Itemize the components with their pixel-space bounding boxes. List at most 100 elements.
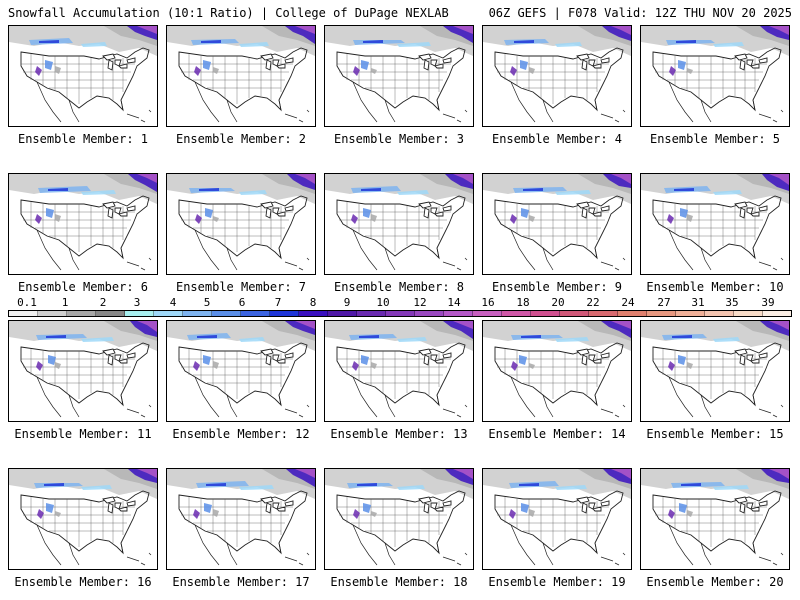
member-label: Ensemble Member: 9 bbox=[491, 280, 623, 294]
member-label: Ensemble Member: 10 bbox=[646, 280, 784, 294]
colorbar-swatch bbox=[647, 311, 676, 316]
colorbar-swatch bbox=[589, 311, 618, 316]
map-panel bbox=[166, 320, 316, 422]
snowfall-map bbox=[325, 174, 473, 271]
colorbar-label: 35 bbox=[725, 296, 739, 309]
header: Snowfall Accumulation (10:1 Ratio) | Col… bbox=[8, 5, 792, 21]
snowfall-map bbox=[325, 26, 473, 123]
map-panel bbox=[640, 320, 790, 422]
member-label: Ensemble Member: 16 bbox=[14, 575, 152, 589]
snowfall-map bbox=[483, 174, 631, 271]
snowfall-map bbox=[167, 321, 315, 418]
map-panel bbox=[8, 25, 158, 127]
colorbar-swatch bbox=[125, 311, 154, 316]
member-label: Ensemble Member: 5 bbox=[649, 132, 781, 146]
member-label: Ensemble Member: 20 bbox=[646, 575, 784, 589]
snowfall-map bbox=[641, 321, 789, 418]
colorbar-swatch bbox=[9, 311, 38, 316]
map-panel bbox=[166, 468, 316, 570]
snowfall-map bbox=[167, 26, 315, 123]
colorbar-label: 31 bbox=[691, 296, 705, 309]
colorbar-label: 24 bbox=[621, 296, 635, 309]
colorbar-label: 7 bbox=[274, 296, 282, 309]
map-panel bbox=[482, 173, 632, 275]
colorbar-swatch bbox=[299, 311, 328, 316]
member-label: Ensemble Member: 14 bbox=[488, 427, 626, 441]
colorbar-swatch bbox=[705, 311, 734, 316]
colorbar-swatch bbox=[38, 311, 67, 316]
colorbar-swatch bbox=[154, 311, 183, 316]
member-label: Ensemble Member: 1 bbox=[17, 132, 149, 146]
map-panel bbox=[166, 25, 316, 127]
colorbar-swatch bbox=[531, 311, 560, 316]
map-panel bbox=[640, 25, 790, 127]
member-label: Ensemble Member: 15 bbox=[646, 427, 784, 441]
member-label: Ensemble Member: 17 bbox=[172, 575, 310, 589]
member-label: Ensemble Member: 8 bbox=[333, 280, 465, 294]
colorbar-swatch bbox=[763, 311, 791, 316]
colorbar-label: 18 bbox=[516, 296, 530, 309]
map-panel bbox=[324, 25, 474, 127]
colorbar-label: 10 bbox=[376, 296, 390, 309]
chart-title: Snowfall Accumulation (10:1 Ratio) | Col… bbox=[8, 6, 449, 20]
colorbar-label: 12 bbox=[413, 296, 427, 309]
colorbar bbox=[8, 310, 792, 317]
colorbar-label: 22 bbox=[586, 296, 600, 309]
colorbar-label: 14 bbox=[447, 296, 461, 309]
colorbar-swatch bbox=[357, 311, 386, 316]
snowfall-map bbox=[9, 174, 157, 271]
colorbar-label: 20 bbox=[551, 296, 565, 309]
snowfall-map bbox=[641, 174, 789, 271]
colorbar-swatch bbox=[212, 311, 241, 316]
colorbar-label: 3 bbox=[133, 296, 141, 309]
member-label: Ensemble Member: 2 bbox=[175, 132, 307, 146]
member-label: Ensemble Member: 11 bbox=[14, 427, 152, 441]
colorbar-swatch bbox=[444, 311, 473, 316]
colorbar-swatch bbox=[183, 311, 212, 316]
map-panel bbox=[324, 173, 474, 275]
colorbar-label: 6 bbox=[238, 296, 246, 309]
member-label: Ensemble Member: 3 bbox=[333, 132, 465, 146]
colorbar-swatch bbox=[502, 311, 531, 316]
member-label: Ensemble Member: 18 bbox=[330, 575, 468, 589]
run-info: 06Z GEFS | F078 Valid: 12Z THU NOV 20 20… bbox=[488, 6, 792, 20]
snowfall-map bbox=[641, 469, 789, 566]
member-label: Ensemble Member: 4 bbox=[491, 132, 623, 146]
colorbar-label: 27 bbox=[657, 296, 671, 309]
colorbar-swatch bbox=[676, 311, 705, 316]
snowfall-map bbox=[483, 26, 631, 123]
colorbar-label: 4 bbox=[169, 296, 177, 309]
snowfall-map bbox=[9, 469, 157, 566]
colorbar-label: 39 bbox=[761, 296, 775, 309]
snowfall-map bbox=[483, 469, 631, 566]
colorbar-labels: 0.1 1 2 3 4 5 6 7 8 9 10 12 14 16 18 20 22 24 27 31 35 39 bbox=[8, 296, 792, 309]
snowfall-map bbox=[641, 26, 789, 123]
snowfall-map bbox=[9, 26, 157, 123]
colorbar-swatch bbox=[415, 311, 444, 316]
colorbar-label: 16 bbox=[481, 296, 495, 309]
map-panel bbox=[8, 468, 158, 570]
colorbar-label: 9 bbox=[343, 296, 351, 309]
map-panel bbox=[482, 25, 632, 127]
member-label: Ensemble Member: 19 bbox=[488, 575, 626, 589]
colorbar-swatch bbox=[560, 311, 589, 316]
map-panel bbox=[324, 320, 474, 422]
map-panel bbox=[640, 173, 790, 275]
colorbar-label: 5 bbox=[203, 296, 211, 309]
snowfall-map bbox=[325, 321, 473, 418]
snowfall-map bbox=[325, 469, 473, 566]
colorbar-swatch bbox=[386, 311, 415, 316]
colorbar-swatch bbox=[241, 311, 270, 316]
member-label: Ensemble Member: 7 bbox=[175, 280, 307, 294]
snowfall-map bbox=[9, 321, 157, 418]
colorbar-swatch bbox=[473, 311, 502, 316]
map-panel bbox=[324, 468, 474, 570]
map-panel bbox=[640, 468, 790, 570]
map-panel bbox=[8, 320, 158, 422]
member-label: Ensemble Member: 12 bbox=[172, 427, 310, 441]
colorbar-swatch bbox=[618, 311, 647, 316]
colorbar-label: 1 bbox=[61, 296, 69, 309]
colorbar-swatch bbox=[328, 311, 357, 316]
colorbar-swatch bbox=[67, 311, 96, 316]
colorbar-label: 0.1 bbox=[17, 296, 37, 309]
